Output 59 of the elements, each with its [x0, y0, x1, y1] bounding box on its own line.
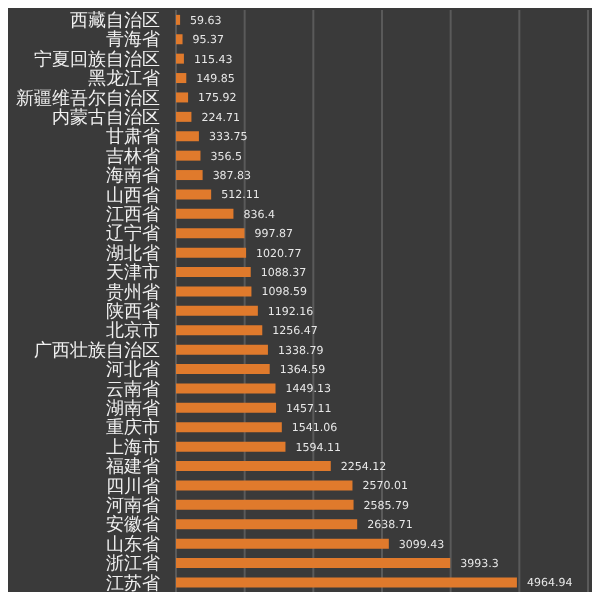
y-tick-label: 陕西省 [106, 301, 160, 324]
y-tick-label: 辽宁省 [106, 223, 160, 246]
bar [176, 499, 354, 510]
bar [176, 538, 389, 549]
y-tick-label: 天津市 [106, 262, 160, 285]
y-tick-label: 北京市 [106, 320, 160, 343]
y-tick-label: 贵州省 [106, 281, 160, 304]
y-tick-label: 河北省 [106, 359, 160, 382]
y-tick-label: 河南省 [106, 495, 160, 518]
bar [176, 34, 183, 45]
bar [176, 344, 268, 355]
y-tick-label: 江苏省 [106, 572, 160, 595]
y-tick-label: 广西壮族自治区 [34, 339, 160, 362]
bar [176, 150, 201, 161]
bar [176, 480, 353, 491]
y-tick-label: 安徽省 [106, 514, 160, 537]
y-tick-label: 山西省 [106, 184, 160, 207]
bar [176, 305, 258, 316]
y-tick-label: 浙江省 [106, 553, 160, 576]
y-tick-label: 内蒙古自治区 [52, 107, 160, 130]
bar [176, 131, 199, 142]
bar [176, 267, 251, 278]
y-tick-label: 江西省 [106, 204, 160, 227]
y-tick-label: 云南省 [106, 378, 160, 401]
y-tick-label: 西藏自治区 [70, 10, 160, 33]
bar [176, 92, 189, 103]
y-tick-label: 湖南省 [106, 398, 160, 421]
bar [176, 286, 252, 297]
bar [176, 170, 203, 181]
bar [176, 402, 277, 413]
bar [176, 189, 212, 200]
bar [176, 111, 192, 122]
bar [176, 461, 331, 472]
bar [176, 73, 187, 84]
y-tick-label: 重庆市 [106, 417, 160, 440]
bar [176, 422, 282, 433]
y-tick-label: 湖北省 [106, 242, 160, 265]
bar [176, 364, 270, 375]
bar [176, 228, 245, 239]
y-tick-label: 福建省 [106, 456, 160, 479]
y-tick-label: 四川省 [106, 475, 160, 498]
bar [176, 558, 451, 569]
y-tick-label: 青海省 [106, 29, 160, 52]
bar [176, 383, 276, 394]
bar [176, 577, 517, 588]
y-tick-label: 甘肃省 [106, 126, 160, 149]
bar [176, 441, 286, 452]
y-tick-label: 上海市 [106, 436, 160, 459]
bar [176, 53, 184, 64]
y-tick-label: 海南省 [106, 165, 160, 188]
y-tick-label: 宁夏回族自治区 [34, 48, 160, 71]
bar [176, 519, 358, 530]
y-tick-label: 吉林省 [106, 145, 160, 168]
bar [176, 208, 234, 219]
y-tick-label: 新疆维吾尔自治区 [16, 87, 160, 110]
y-tick-label: 山东省 [106, 533, 160, 556]
bar [176, 247, 247, 258]
bar [176, 325, 263, 336]
y-tick-label: 黑龙江省 [88, 68, 160, 91]
